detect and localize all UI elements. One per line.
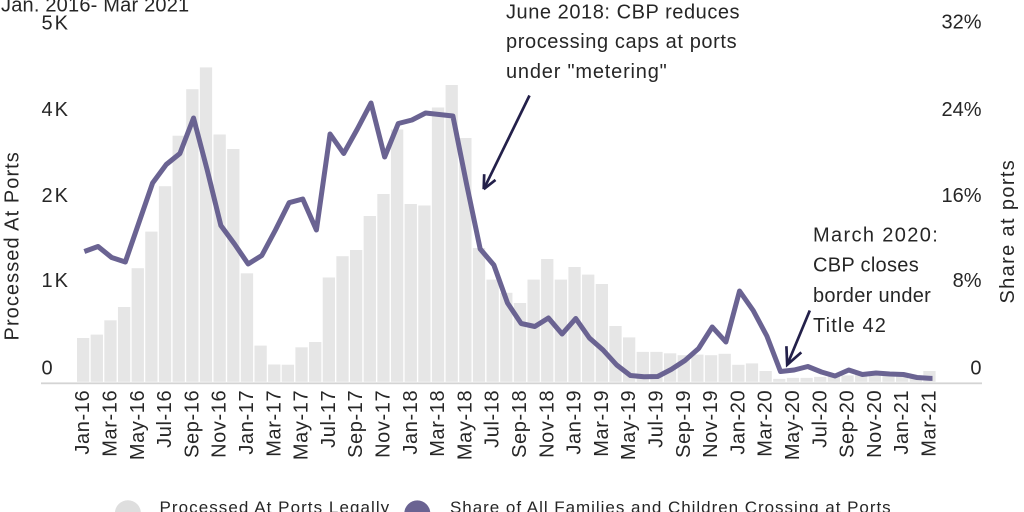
svg-text:Processed At Ports Legally: Processed At Ports Legally <box>160 498 391 512</box>
svg-text:Title 42: Title 42 <box>813 315 887 337</box>
svg-text:June 2018: CBP reduces: June 2018: CBP reduces <box>506 2 740 24</box>
svg-text:Jan. 2016- Mar 2021: Jan. 2016- Mar 2021 <box>1 0 189 17</box>
svg-text:Nov-17: Nov-17 <box>372 390 394 458</box>
svg-text:processing caps at ports: processing caps at ports <box>506 31 737 53</box>
svg-text:1K: 1K <box>42 270 70 292</box>
svg-text:0: 0 <box>970 358 981 380</box>
svg-text:May-19: May-19 <box>618 390 640 460</box>
svg-text:Share of All Families and Chil: Share of All Families and Children Cross… <box>450 498 892 512</box>
svg-text:Nov-18: Nov-18 <box>536 390 558 458</box>
svg-text:4K: 4K <box>42 99 70 121</box>
svg-text:8%: 8% <box>953 270 982 292</box>
svg-text:border under: border under <box>813 285 931 307</box>
svg-text:5K: 5K <box>42 13 70 35</box>
svg-text:Mar-20: Mar-20 <box>755 390 777 457</box>
svg-text:May-17: May-17 <box>291 390 313 460</box>
svg-text:Jul-16: Jul-16 <box>154 390 176 448</box>
svg-text:Sep-19: Sep-19 <box>673 390 695 458</box>
svg-text:March 2020:: March 2020: <box>813 224 939 246</box>
svg-text:Nov-16: Nov-16 <box>209 390 231 458</box>
svg-text:Nov-19: Nov-19 <box>700 390 722 458</box>
svg-text:Sep-16: Sep-16 <box>181 390 203 458</box>
svg-text:Jan-18: Jan-18 <box>400 390 422 455</box>
svg-text:24%: 24% <box>941 99 981 121</box>
svg-text:CBP closes: CBP closes <box>813 255 919 277</box>
svg-text:0: 0 <box>42 358 55 380</box>
svg-text:Jan-17: Jan-17 <box>236 390 258 455</box>
svg-text:32%: 32% <box>941 12 981 34</box>
svg-text:16%: 16% <box>941 185 981 207</box>
svg-text:Mar-21: Mar-21 <box>918 390 940 457</box>
svg-text:Processed At Ports: Processed At Ports <box>2 151 24 340</box>
svg-text:Jan-21: Jan-21 <box>891 390 913 455</box>
svg-text:Jul-18: Jul-18 <box>482 390 504 448</box>
svg-text:Jan-19: Jan-19 <box>564 390 586 455</box>
svg-text:Jan-16: Jan-16 <box>72 390 94 455</box>
svg-text:Jul-20: Jul-20 <box>809 390 831 448</box>
svg-text:Sep-17: Sep-17 <box>345 390 367 458</box>
svg-text:Share at ports: Share at ports <box>997 159 1019 304</box>
svg-text:under "metering": under "metering" <box>506 61 668 83</box>
svg-text:Jul-19: Jul-19 <box>645 390 667 448</box>
svg-text:2K: 2K <box>42 185 70 207</box>
svg-text:Mar-19: Mar-19 <box>591 390 613 457</box>
svg-text:Jan-20: Jan-20 <box>727 390 749 455</box>
svg-text:Nov-20: Nov-20 <box>864 390 886 458</box>
svg-text:Jul-17: Jul-17 <box>318 390 340 448</box>
svg-text:Mar-17: Mar-17 <box>263 390 285 457</box>
svg-text:Sep-20: Sep-20 <box>837 390 859 458</box>
svg-text:May-16: May-16 <box>127 390 149 460</box>
svg-text:Sep-18: Sep-18 <box>509 390 531 458</box>
svg-text:May-18: May-18 <box>454 390 476 460</box>
svg-text:Mar-18: Mar-18 <box>427 390 449 457</box>
svg-text:Mar-16: Mar-16 <box>99 390 121 457</box>
svg-text:May-20: May-20 <box>782 390 804 460</box>
